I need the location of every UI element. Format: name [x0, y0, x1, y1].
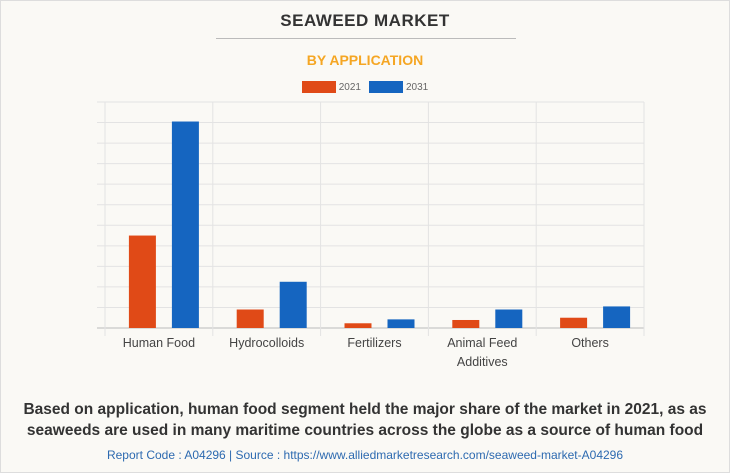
- legend-label: 2021: [338, 81, 361, 93]
- bar-2021: [128, 235, 156, 328]
- caption-line: seaweeds are used in many maritime count…: [26, 422, 704, 439]
- bar-2021: [452, 319, 480, 328]
- bar-2021: [560, 317, 588, 328]
- source-footer[interactable]: Report Code : A04296 | Source : https://…: [106, 448, 624, 462]
- bar-2031: [387, 319, 415, 328]
- legend-swatch: [301, 81, 336, 93]
- bar-2031: [171, 121, 199, 328]
- x-tick-label: Human Food: [123, 336, 195, 350]
- bar-2031: [603, 306, 631, 328]
- bar-2021: [344, 323, 372, 328]
- x-tick-label: Animal Feed: [447, 336, 517, 350]
- legend-item-2021[interactable]: 2021: [301, 81, 361, 93]
- x-tick-label: Others: [571, 336, 609, 350]
- title-divider: [216, 38, 516, 39]
- x-tick-label: Hydrocolloids: [229, 336, 304, 350]
- chart-caption: Based on application, human food segment…: [1, 399, 729, 441]
- x-tick-label: Additives: [457, 355, 508, 369]
- chart-title: SEAWEED MARKET: [280, 11, 450, 30]
- chart-subtitle: BY APPLICATION: [306, 52, 424, 68]
- legend-label: 2031: [406, 81, 429, 93]
- caption-line: Based on application, human food segment…: [23, 401, 707, 418]
- bar-2021: [236, 309, 264, 328]
- bar-2031: [279, 281, 307, 328]
- bar-2031: [495, 309, 523, 328]
- legend-swatch: [369, 81, 403, 93]
- legend: 2021 2031: [1, 81, 729, 93]
- legend-item-2031[interactable]: 2031: [369, 81, 428, 93]
- x-tick-label: Fertilizers: [347, 336, 401, 350]
- bar-chart: Human Food Hydrocolloids Fertilizers Animal…: [97, 101, 645, 369]
